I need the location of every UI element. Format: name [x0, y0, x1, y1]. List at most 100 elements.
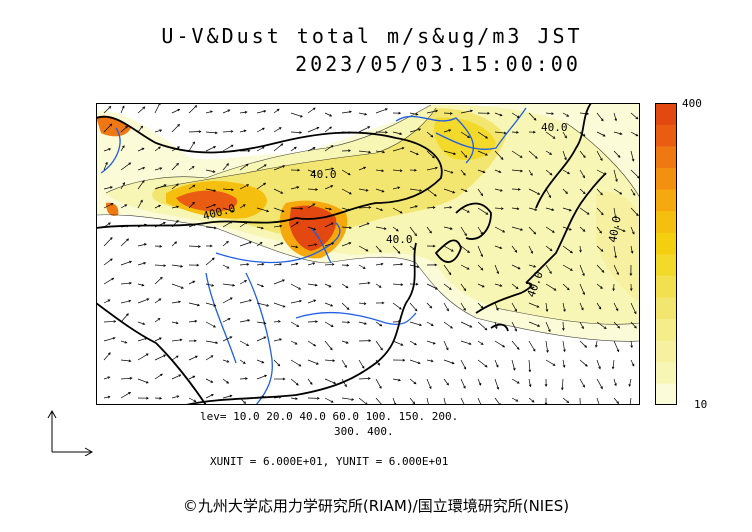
wind-vector-head — [261, 226, 264, 230]
wind-vector — [188, 280, 195, 285]
wind-vector — [307, 243, 317, 247]
wind-vector-head — [194, 105, 198, 108]
wind-vector — [545, 226, 555, 233]
wind-vector — [579, 150, 586, 158]
wind-vector — [341, 169, 351, 176]
wind-vector-head — [560, 387, 564, 391]
wind-vector — [460, 131, 470, 138]
wind-vector-head — [496, 307, 499, 311]
wind-vector-head — [430, 323, 434, 326]
wind-vector — [239, 397, 246, 404]
wind-vector — [426, 167, 438, 171]
wind-vector — [443, 378, 449, 386]
wind-vector — [188, 223, 196, 228]
wind-vector-head — [296, 221, 299, 225]
wind-vector-head — [566, 114, 570, 117]
wind-vector-head — [109, 123, 113, 127]
wind-vector-head — [249, 241, 253, 244]
wind-vector-head — [481, 284, 485, 288]
wind-vector — [256, 302, 269, 307]
wind-vector-head — [551, 112, 555, 115]
wind-vector-head — [361, 365, 365, 369]
wind-vector — [120, 204, 127, 209]
wind-vector — [307, 340, 316, 347]
wind-vector — [392, 263, 403, 266]
contour-label: 40.0 — [541, 121, 568, 134]
wind-vector-head — [330, 145, 334, 148]
wind-vector-head — [600, 212, 604, 216]
wind-vector-head — [261, 284, 264, 288]
wind-vector — [137, 321, 145, 325]
wind-vector-head — [414, 342, 417, 346]
wind-vector — [579, 131, 586, 137]
wind-vector — [375, 378, 382, 389]
wind-vector-head — [110, 203, 114, 206]
wind-vector-head — [176, 162, 179, 166]
wind-vector-head — [177, 146, 181, 149]
wind-vector — [137, 125, 143, 133]
wind-vector — [171, 163, 179, 171]
wind-vector-head — [109, 237, 113, 240]
wind-vector — [120, 182, 125, 190]
wind-vector-head — [566, 400, 570, 404]
wind-vector — [324, 340, 333, 351]
wind-vector-head — [331, 263, 335, 266]
wind-vector — [103, 222, 111, 228]
wind-vector-head — [279, 338, 282, 341]
wind-vector-head — [245, 163, 249, 167]
wind-vector — [562, 226, 572, 231]
wind-vector — [528, 302, 540, 308]
wind-vector-head — [158, 204, 162, 208]
wind-vector-head — [602, 133, 606, 137]
wind-vector — [239, 263, 249, 266]
wind-vector — [511, 150, 523, 158]
wind-vector-head — [399, 132, 403, 135]
wind-vector-head — [563, 349, 566, 353]
wind-vector — [511, 188, 521, 190]
wind-vector-head — [399, 169, 403, 173]
wind-vector-head — [295, 245, 299, 249]
wind-vector-head — [400, 343, 404, 346]
wind-vector-head — [528, 369, 532, 373]
wind-vector — [205, 340, 218, 344]
wind-vector-head — [122, 145, 125, 149]
colorbar-block — [655, 103, 677, 125]
wind-vector — [477, 359, 488, 368]
wind-vector-head — [214, 131, 218, 135]
wind-vector-head — [349, 191, 352, 195]
wind-vector — [137, 243, 147, 247]
wind-vector — [154, 167, 162, 171]
wind-vector — [494, 131, 506, 134]
wind-vector-head — [261, 146, 265, 150]
wind-vector — [239, 299, 252, 304]
wind-vector — [103, 203, 114, 209]
wind-vector — [188, 245, 201, 247]
wind-vector — [205, 321, 216, 328]
wind-vector — [596, 264, 605, 273]
wind-vector — [222, 318, 231, 323]
wind-vector — [562, 150, 567, 160]
wind-vector-head — [553, 288, 557, 291]
wind-vector — [545, 150, 552, 155]
wind-vector — [562, 321, 564, 331]
wind-vector — [528, 321, 540, 327]
wind-vector-head — [331, 242, 335, 245]
wind-vector-head — [176, 183, 179, 187]
wind-vector-head — [429, 230, 432, 234]
wind-vector-head — [226, 360, 230, 363]
wind-vector — [494, 321, 498, 329]
wind-vector — [103, 148, 111, 152]
wind-vector — [443, 226, 453, 230]
wind-vector — [188, 166, 195, 171]
wind-vector — [103, 376, 110, 380]
wind-vector — [154, 373, 163, 380]
wind-vector — [477, 188, 483, 196]
wind-vector — [630, 321, 637, 329]
wind-vector-head — [548, 329, 551, 333]
wind-vector — [494, 150, 504, 160]
wind-vector-head — [412, 401, 416, 405]
wind-vector-head — [616, 401, 620, 404]
wind-vector-head — [348, 242, 352, 245]
wind-vector — [273, 188, 283, 194]
wind-vector — [426, 378, 432, 389]
